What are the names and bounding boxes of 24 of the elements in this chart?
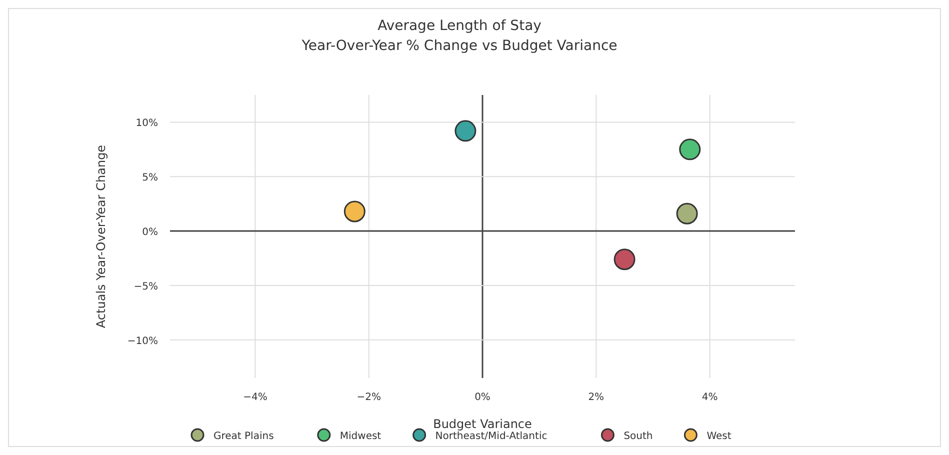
legend-label: South	[624, 431, 653, 442]
point	[676, 202, 698, 224]
chart-subtitle: Year-Over-Year % Change vs Budget Variance	[300, 38, 618, 54]
legend-label: Midwest	[340, 431, 382, 442]
legend-label: Great Plains	[214, 431, 274, 442]
legend-label: West	[706, 431, 732, 442]
x-tick-label: 0%	[474, 392, 490, 403]
y-axis-title: Actuals Year-Over-Year Change	[94, 144, 108, 328]
legend-label: Northeast/Mid-Atlantic	[435, 431, 548, 442]
y-tick-label: 10%	[136, 118, 158, 130]
x-tick-label: 4%	[702, 392, 718, 403]
point	[454, 120, 476, 142]
point	[344, 200, 366, 222]
x-axis-title: Budget Variance	[433, 417, 532, 431]
y-tick-label: −5%	[134, 281, 158, 292]
y-tick-label: 0%	[142, 227, 158, 238]
point	[614, 248, 636, 270]
x-tick-label: 2%	[588, 392, 604, 403]
x-tick-label: −2%	[356, 392, 381, 403]
chart-title: Average Length of Stay	[378, 18, 542, 34]
y-tick-label: −10%	[127, 336, 158, 347]
x-tick-label: −4%	[243, 392, 268, 403]
y-tick-label: 5%	[142, 172, 158, 184]
point	[679, 138, 701, 160]
